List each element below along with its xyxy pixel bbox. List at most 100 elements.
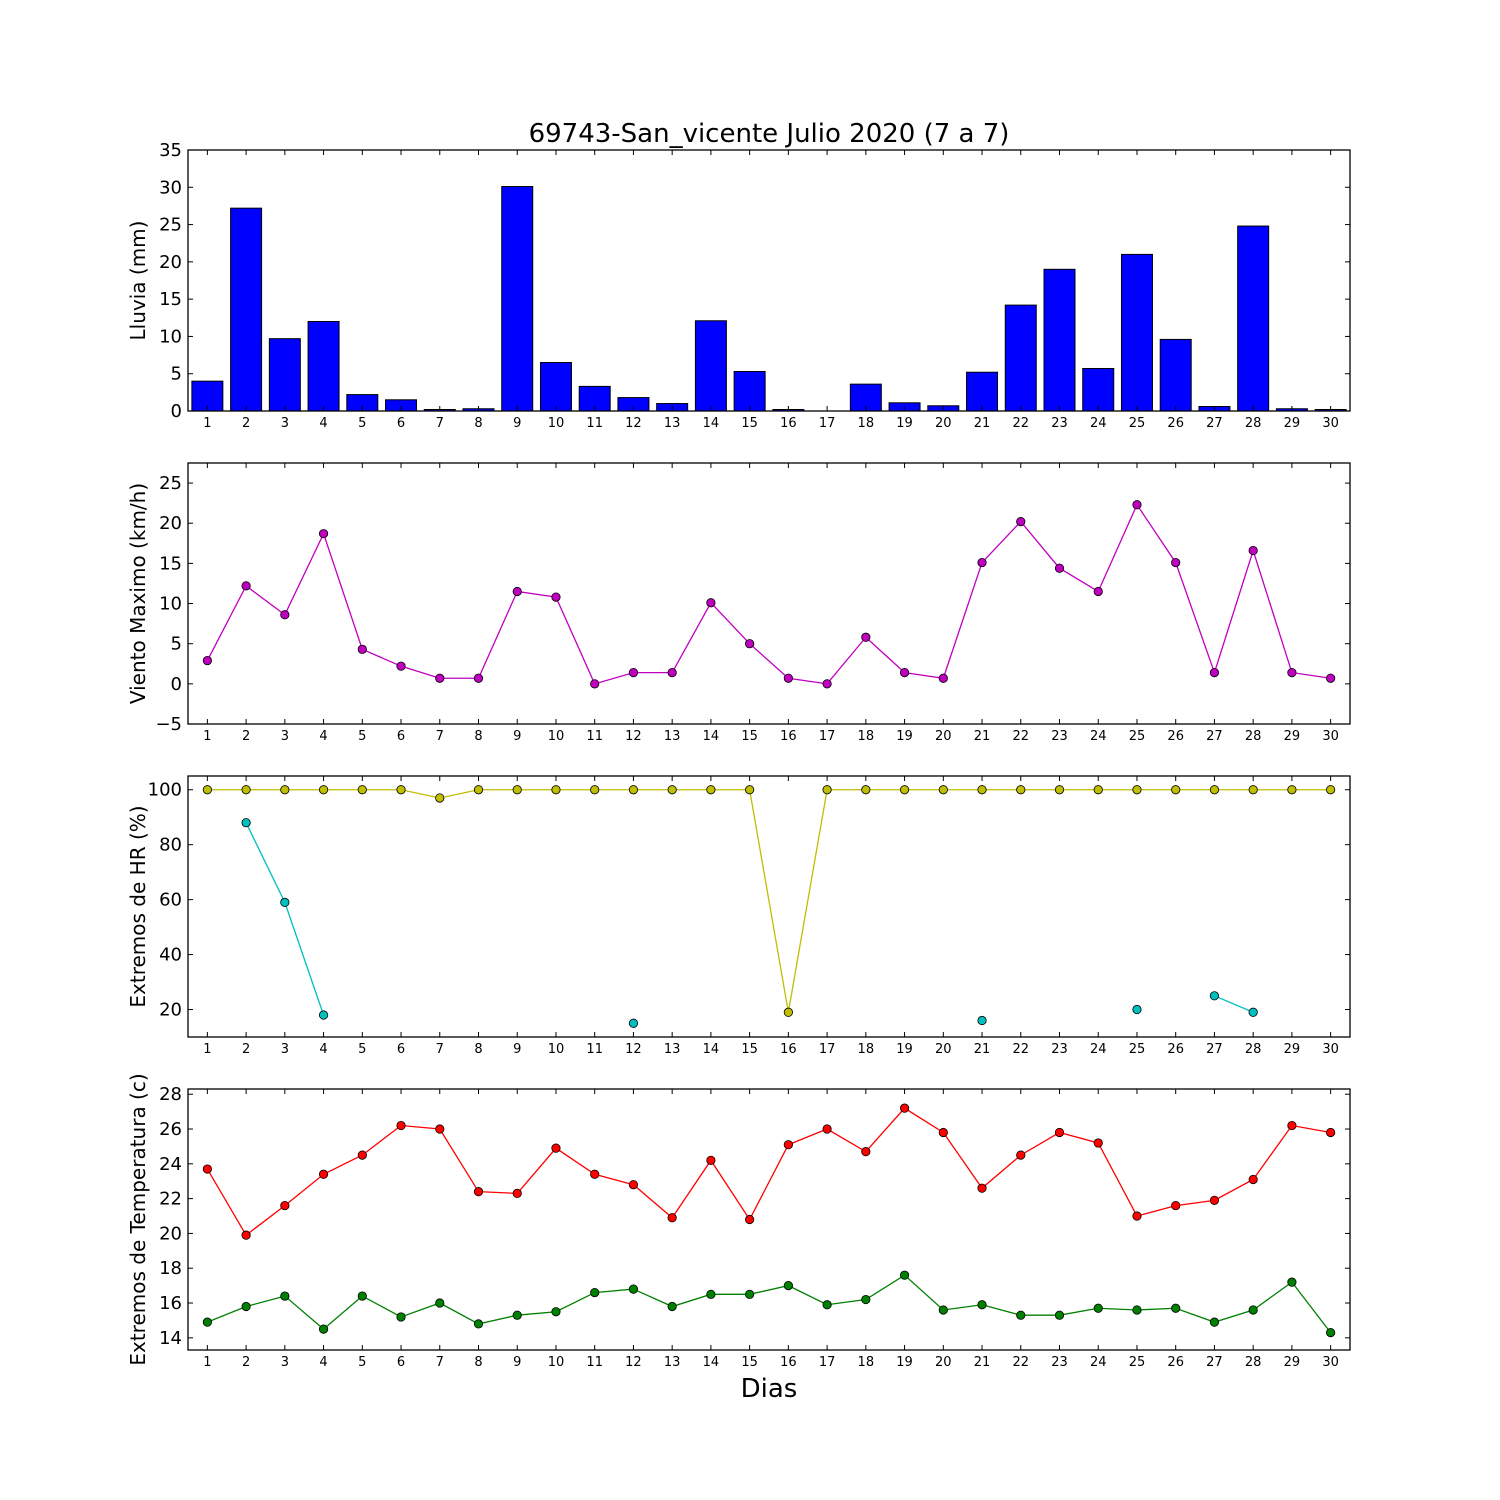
wind-ytick-label-25: 25: [159, 473, 182, 494]
temperature-series-2-point-29: [1287, 1277, 1297, 1287]
humidity-series-1-point-27: [1209, 785, 1220, 795]
temperature-series-1-point-11: [590, 1169, 600, 1179]
rain-ytick-label-30: 30: [159, 177, 182, 198]
humidity-series-1-point-5: [357, 785, 367, 795]
humidity-xtick-label-15: 15: [741, 1042, 758, 1057]
rain-xtick-label-6: 6: [397, 416, 405, 431]
rain-bar-4: [307, 321, 340, 411]
rain-xtick-label-2: 2: [242, 416, 250, 431]
rain-xtick-label-16: 16: [780, 416, 797, 431]
wind-series-1-point-17: [822, 679, 832, 689]
temperature-series-1-point-15: [745, 1214, 755, 1225]
rain-xtick-label-25: 25: [1129, 416, 1146, 431]
rain-xtick-label-22: 22: [1012, 416, 1029, 431]
humidity-series-1-line: [207, 789, 1331, 1013]
temperature-xtick-label-30: 30: [1322, 1355, 1339, 1370]
humidity-ytick-label-40: 40: [159, 945, 182, 966]
rain-xtick-label-3: 3: [281, 416, 289, 431]
humidity-series-1-point-25: [1132, 785, 1142, 795]
rain-bar-22: [1004, 304, 1037, 411]
wind-series-1-point-4: [318, 529, 329, 539]
temperature-series-2-point-11: [590, 1287, 600, 1298]
temperature-series-2-point-15: [745, 1289, 755, 1299]
humidity-xtick-label-22: 22: [1012, 1042, 1029, 1057]
temperature-series-1-point-10: [551, 1143, 561, 1153]
humidity-xtick-label-23: 23: [1051, 1042, 1068, 1057]
temperature-series-1-point-27: [1209, 1195, 1220, 1205]
temperature-series-1-point-26: [1171, 1200, 1181, 1211]
humidity-series-2-point-3: [280, 897, 290, 907]
humidity-series-2-point-25: [1132, 1004, 1142, 1015]
temperature-series-2-point-24: [1093, 1303, 1103, 1313]
humidity-panel: 1 2 3 4 5 6 7 8 9 10 11 12 13 14 15 16 17 18 19 20 21 22 23 24 2…: [126, 775, 1351, 1057]
humidity-xtick-label-4: 4: [319, 1042, 327, 1057]
humidity-series-1-point-17: [822, 785, 832, 795]
temperature-xtick-label-3: 3: [281, 1355, 289, 1370]
humidity-xtick-label-1: 1: [203, 1042, 211, 1057]
humidity-series-1-point-20: [938, 785, 948, 795]
temperature-series-2-point-5: [357, 1291, 367, 1301]
temperature-ytick-label-26: 26: [159, 1119, 182, 1140]
temperature-xtick-label-4: 4: [319, 1355, 327, 1370]
temperature-xtick-label-8: 8: [474, 1355, 482, 1370]
humidity-series-2-point-27: [1209, 991, 1220, 1001]
temperature-xtick-label-14: 14: [703, 1355, 720, 1370]
temperature-xtick-label-19: 19: [896, 1355, 913, 1370]
temperature-ytick-label-18: 18: [159, 1258, 182, 1279]
temperature-xtick-label-6: 6: [397, 1355, 405, 1370]
wind-xtick-label-17: 17: [819, 729, 836, 744]
temperature-series-1-point-19: [899, 1103, 910, 1113]
rain-xtick-label-26: 26: [1167, 416, 1184, 431]
wind-series-1-point-20: [938, 673, 948, 683]
rain-xtick-label-19: 19: [896, 416, 913, 431]
humidity-xtick-label-3: 3: [281, 1042, 289, 1057]
temperature-xtick-label-29: 29: [1284, 1355, 1301, 1370]
temperature-xtick-label-23: 23: [1051, 1355, 1068, 1370]
rain-bar-21: [966, 371, 999, 411]
humidity-series-1-point-26: [1171, 785, 1181, 795]
temperature-series-2-point-26: [1171, 1303, 1181, 1313]
wind-series-1-point-6: [396, 661, 406, 671]
rain-bar-25: [1120, 253, 1153, 411]
humidity-series-2-point-4: [318, 1010, 329, 1020]
temperature-series-1-line: [206, 1107, 1331, 1237]
humidity-frame: [187, 775, 1351, 1038]
wind-series-1-point-2: [241, 581, 251, 591]
rain-xtick-label-28: 28: [1245, 416, 1262, 431]
temperature-series-1-point-25: [1132, 1211, 1142, 1221]
temperature-xtick-label-12: 12: [625, 1355, 642, 1370]
rain-bar-24: [1082, 367, 1115, 411]
temperature-marks: [202, 1103, 1336, 1338]
temperature-series-1-point-29: [1287, 1120, 1297, 1131]
humidity-series-1-point-9: [512, 785, 522, 795]
wind-xtick-label-22: 22: [1012, 729, 1029, 744]
humidity-xtick-label-16: 16: [780, 1042, 797, 1057]
temperature-series-1-point-7: [435, 1124, 445, 1134]
temperature-xtick-label-26: 26: [1167, 1355, 1184, 1370]
temperature-series-1-point-24: [1093, 1138, 1103, 1148]
humidity-series-1-point-18: [861, 785, 871, 795]
wind-ytick-label--5: −5: [155, 714, 182, 735]
temperature-series-2-point-2: [241, 1301, 251, 1312]
temperature-series-1-point-22: [1016, 1150, 1026, 1160]
wind-xtick-label-29: 29: [1284, 729, 1301, 744]
temperature-series-2-point-30: [1326, 1328, 1336, 1338]
humidity-xtick-label-28: 28: [1245, 1042, 1262, 1057]
wind-xtick-label-7: 7: [436, 729, 444, 744]
rain-xtick-label-5: 5: [358, 416, 366, 431]
temperature-ytick-label-28: 28: [159, 1084, 182, 1105]
rain-bar-28: [1237, 225, 1270, 411]
humidity-series-1-point-12: [628, 785, 639, 795]
temperature-series-1-point-9: [512, 1188, 522, 1199]
wind-series-1-point-11: [590, 679, 600, 689]
humidity-xtick-label-6: 6: [397, 1042, 405, 1057]
humidity-series-1-point-7: [435, 793, 445, 803]
wind-series-1-point-28: [1248, 545, 1258, 556]
rain-bar-3: [268, 338, 301, 411]
temperature-xtick-label-16: 16: [780, 1355, 797, 1370]
temperature-ytick-label-20: 20: [159, 1223, 182, 1244]
wind-series-1-point-12: [628, 667, 639, 678]
humidity-ytick-label-100: 100: [148, 780, 182, 801]
temperature-series-2-point-9: [512, 1310, 522, 1320]
